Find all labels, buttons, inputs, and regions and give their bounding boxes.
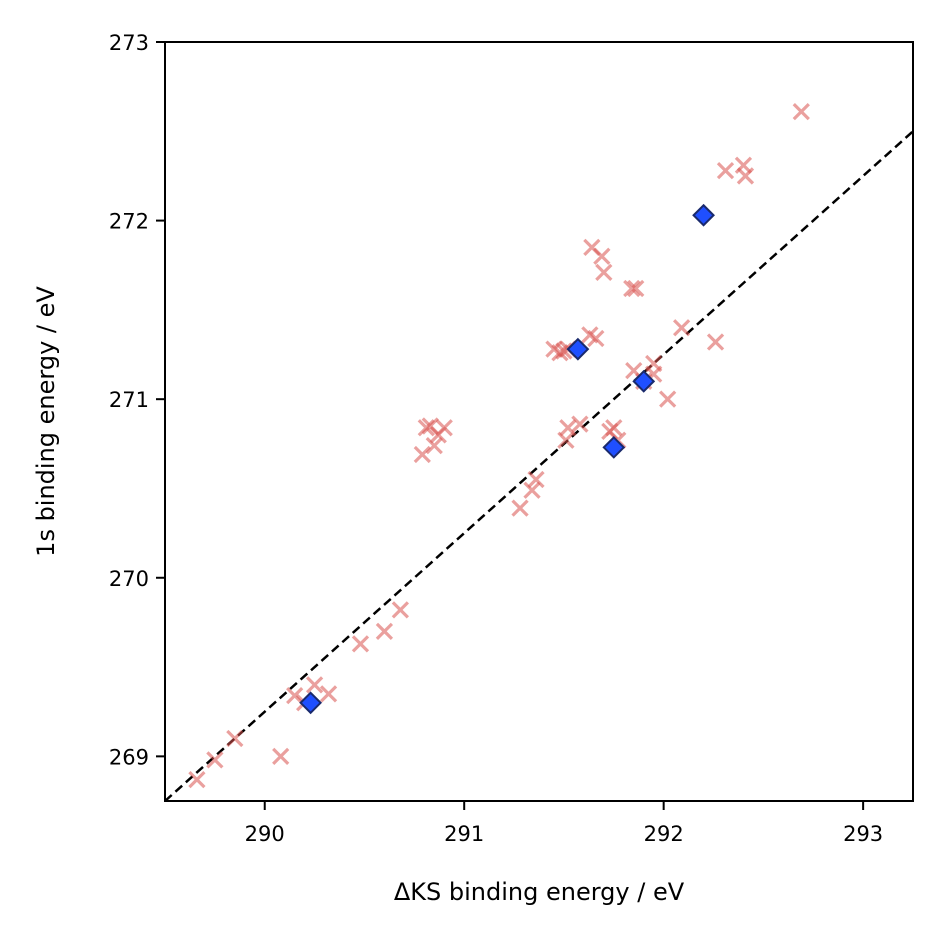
y-tick-label: 273 [109,31,149,55]
cross-marker [375,622,394,640]
cross-marker [226,729,244,748]
x-tick-label: 293 [843,822,883,846]
cross-marker [736,167,755,185]
cross-marker [587,329,605,348]
x-tick-label: 291 [444,822,484,846]
cross-marker [435,419,453,437]
cross-marker [425,436,443,455]
diamond-marker [632,369,656,393]
cross-marker [672,319,691,337]
data-points [188,103,810,789]
cross-marker [559,419,577,437]
x-axis-ticks: 290 291 292 293 [245,801,883,846]
cross-marker [391,601,410,619]
y-tick-label: 269 [109,745,149,769]
cross-marker [511,499,529,517]
cross-marker [286,687,304,705]
y-axis-ticks: 269 270 271 272 273 [109,31,165,769]
diamond-marker [602,435,626,459]
diamond-marker [692,203,715,227]
cross-marker [627,279,645,298]
y-tick-label: 270 [109,567,149,591]
cross-marker [305,676,324,694]
cross-marker [319,685,338,703]
plot-frame [164,41,914,802]
cross-marker [527,470,545,489]
cross-marker [605,419,623,437]
cross-marker [571,415,589,433]
cross-marker [413,445,431,464]
cross-marker [206,751,224,769]
cross-marker [792,103,810,121]
x-axis-label: ΔKS binding energy / eV [394,878,685,906]
reference-line [165,130,913,801]
cross-marker [595,263,613,282]
cross-marker [272,747,290,765]
reference-line-layer [165,130,913,801]
cross-marker [188,770,206,789]
cross-marker [593,247,611,265]
y-tick-label: 271 [109,388,149,412]
cross-marker [659,390,677,408]
cross-marker [523,481,541,499]
cross-marker [716,161,735,180]
diamond-marker [299,691,323,715]
diamond-marker [566,337,590,361]
cross-marker [706,333,725,351]
y-tick-label: 272 [109,210,149,234]
y-axis-label: 1s binding energy / eV [32,286,60,557]
cross-marker [623,279,641,298]
cross-marker [351,635,370,653]
x-tick-label: 292 [644,822,684,846]
x-tick-label: 290 [245,822,285,846]
